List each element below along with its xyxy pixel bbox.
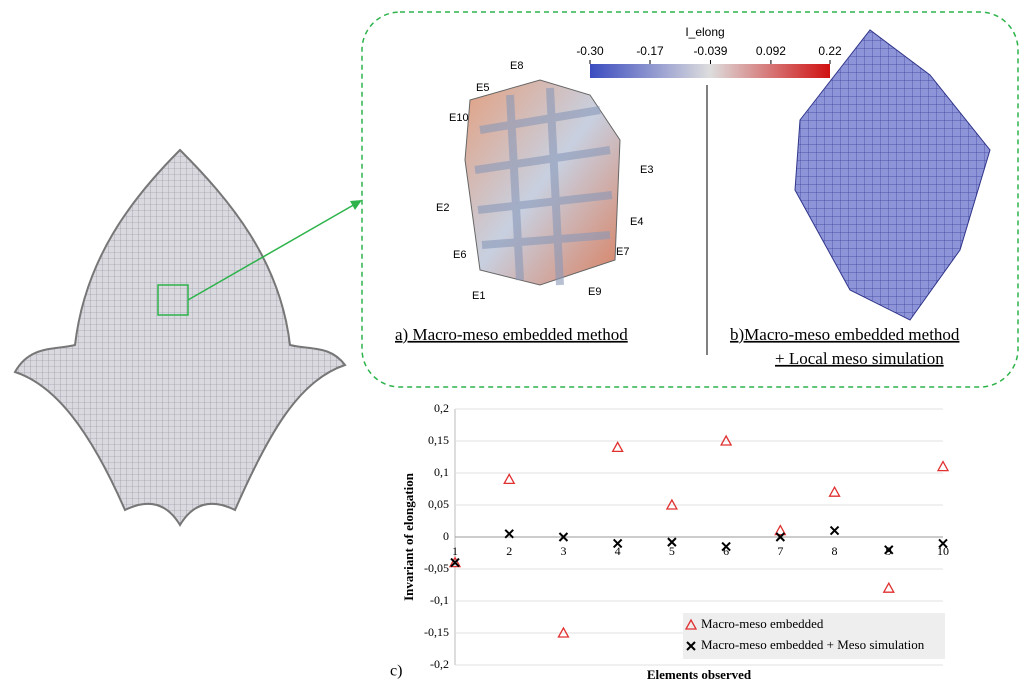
marker bbox=[448, 556, 462, 568]
y-tick-label: -0,1 bbox=[430, 593, 449, 607]
element-label: E8 bbox=[510, 60, 523, 72]
marker bbox=[611, 441, 624, 453]
weave-b bbox=[794, 29, 991, 321]
marker bbox=[665, 498, 678, 510]
y-tick-label: -0,05 bbox=[424, 561, 449, 575]
element-label: E2 bbox=[436, 202, 449, 214]
y-tick-label: -0,15 bbox=[424, 625, 449, 639]
colorbar-tick-label: 0.22 bbox=[818, 44, 842, 58]
weave-a-detail bbox=[474, 87, 613, 286]
shell-mesh bbox=[13, 148, 347, 527]
y-tick-label: 0,1 bbox=[434, 465, 449, 479]
element-label: E4 bbox=[630, 216, 643, 228]
panel-b-label: b)Macro-meso embedded method bbox=[730, 325, 960, 344]
y-axis-title: Invariant of elongation bbox=[401, 472, 416, 601]
x-tick-label: 2 bbox=[506, 544, 512, 558]
element-label: E6 bbox=[453, 249, 466, 261]
x-tick-label: 10 bbox=[937, 544, 949, 558]
zoom-arrow bbox=[187, 202, 358, 301]
y-tick-label: 0,05 bbox=[428, 497, 449, 511]
chart: -0,2 -0,15 -0,1 -0,05 0 0,05 0,1 0,15 0,2 1 2 3 4 5 6 7… bbox=[390, 401, 950, 682]
colorbar-tick-label: 0.092 bbox=[756, 44, 786, 58]
element-label: E1 bbox=[472, 290, 485, 302]
y-tick-label: 0 bbox=[443, 529, 449, 543]
marker bbox=[775, 532, 786, 542]
element-label: E5 bbox=[476, 82, 489, 94]
colorbar-tick-label: -0.039 bbox=[693, 44, 727, 58]
colorbar-title: I_elong bbox=[685, 25, 724, 39]
y-tick-label: -0,2 bbox=[430, 657, 449, 671]
element-label: E7 bbox=[616, 246, 629, 258]
element-label: E10 bbox=[449, 112, 469, 124]
marker bbox=[721, 541, 731, 552]
marker bbox=[686, 641, 696, 651]
marker bbox=[450, 557, 460, 568]
colorbar-tick-label: -0.17 bbox=[636, 44, 664, 58]
marker bbox=[684, 618, 698, 630]
x-tick-label: 7 bbox=[777, 544, 783, 558]
marker bbox=[882, 581, 895, 593]
y-tick-label: 0,15 bbox=[428, 433, 449, 447]
arrow-head bbox=[350, 200, 362, 210]
legend-label: Macro-meso embedded bbox=[701, 616, 824, 631]
legend-label: Macro-meso embedded + Meso simulation bbox=[701, 637, 925, 652]
marker bbox=[667, 537, 677, 547]
panel-label: c) bbox=[390, 663, 402, 680]
x-tick-label: 6 bbox=[723, 544, 729, 558]
element-label: E9 bbox=[588, 286, 601, 298]
marker bbox=[503, 473, 516, 485]
marker bbox=[938, 538, 948, 549]
marker bbox=[828, 485, 841, 497]
marker bbox=[612, 538, 623, 549]
legend-box bbox=[683, 613, 945, 659]
colorbar-tick-label: -0.30 bbox=[576, 44, 604, 58]
x-tick-label: 1 bbox=[452, 544, 458, 558]
element-labels: E1 E2 E3 E4 E5 E6 E7 E8 E9 E10 bbox=[436, 60, 653, 302]
marker bbox=[720, 434, 733, 446]
marker bbox=[774, 524, 787, 536]
panel-b-label: + Local meso simulation bbox=[775, 349, 944, 368]
x-axis-title: Elements observed bbox=[647, 667, 752, 682]
marker bbox=[558, 532, 569, 542]
x-tick-label: 3 bbox=[560, 544, 566, 558]
marker bbox=[884, 545, 894, 555]
colorbar-gradient bbox=[590, 64, 830, 78]
x-tick-label: 5 bbox=[669, 544, 675, 558]
marker bbox=[936, 460, 950, 472]
y-tick-label: 0,2 bbox=[434, 401, 449, 415]
marker bbox=[829, 525, 840, 536]
detail-frame bbox=[361, 11, 1019, 388]
x-tick-label: 8 bbox=[832, 544, 838, 558]
colorbar: I_elong -0.30 -0.17 -0.039 0.092 0.22 bbox=[576, 25, 842, 78]
marker bbox=[504, 529, 514, 539]
x-tick-label: 4 bbox=[615, 544, 621, 558]
panel-a-label: a) Macro-meso embedded method bbox=[395, 325, 628, 344]
element-label: E3 bbox=[640, 164, 653, 176]
marker bbox=[557, 626, 570, 638]
